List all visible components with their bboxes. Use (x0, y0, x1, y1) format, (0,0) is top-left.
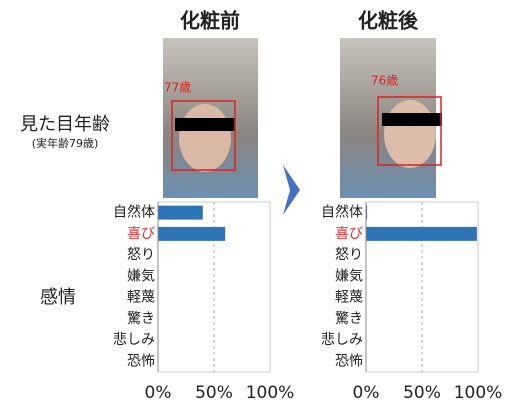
x-tick-label: 100% (246, 383, 295, 403)
figure: 化粧前 化粧後 見た目年齢 (実年齢79歳) 感情 77歳 76歳 0% 50% 1… (0, 0, 514, 404)
panel-title: 化粧後 (358, 9, 419, 33)
x-tick-label: 0% (353, 383, 380, 403)
bar (158, 206, 203, 220)
x-tick-label: 50% (195, 383, 233, 403)
category-label: 悲しみ (321, 331, 363, 348)
photo (340, 38, 442, 198)
x-tick-label: 50% (403, 383, 441, 403)
category-label: 自然体 (321, 204, 363, 221)
category-label: 軽蔑 (335, 290, 363, 306)
category-label: 恐怖 (335, 352, 363, 369)
bar (366, 227, 477, 241)
category-label: 喜び (127, 226, 155, 242)
category-label: 怒り (127, 247, 155, 263)
age-label: 76歳 (371, 74, 398, 88)
arrow (283, 165, 300, 215)
category-label: 驚き (127, 310, 155, 327)
row-label: 感情 (40, 287, 76, 308)
category-label: 軽蔑 (127, 290, 155, 306)
category-label: 自然体 (113, 204, 155, 221)
x-tick-label: 100% (454, 383, 503, 403)
category-label: 嫌気 (335, 268, 363, 284)
category-label: 怒り (335, 247, 363, 263)
category-label: 嫌気 (127, 268, 155, 284)
row-sublabel: (実年齢79歳) (32, 136, 99, 150)
bar (158, 227, 225, 241)
row-label: 見た目年齢 (20, 114, 110, 135)
photo (163, 38, 258, 198)
category-label: 喜び (335, 226, 363, 242)
x-tick-label: 0% (145, 383, 172, 403)
age-label: 77歳 (164, 81, 191, 95)
category-label: 悲しみ (113, 331, 155, 348)
category-label: 驚き (335, 310, 363, 327)
category-label: 恐怖 (127, 352, 155, 369)
panel-title: 化粧前 (180, 9, 240, 33)
